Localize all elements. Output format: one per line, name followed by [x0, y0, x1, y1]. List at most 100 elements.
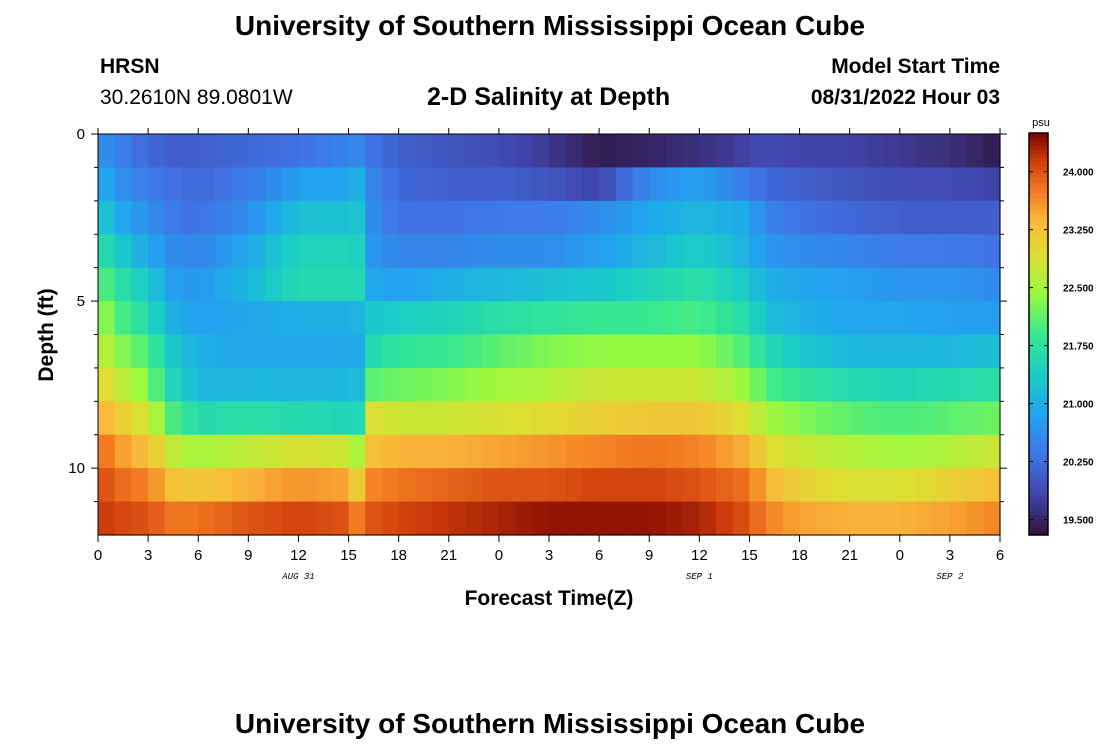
heatmap-cell	[448, 468, 467, 503]
heatmap-cell	[933, 501, 951, 536]
heatmap-cell	[649, 367, 667, 402]
heatmap-cell	[131, 367, 149, 402]
heatmap-cell	[582, 234, 600, 269]
heatmap-cell	[782, 501, 801, 536]
heatmap-cell	[899, 501, 918, 536]
heatmap-cell	[415, 468, 433, 503]
heatmap-cell	[198, 301, 216, 336]
heatmap-cell	[682, 468, 700, 503]
heatmap-cell	[148, 267, 166, 302]
heatmap-cell	[131, 434, 149, 469]
heatmap-cell	[465, 334, 483, 369]
heatmap-cell	[448, 134, 467, 169]
heatmap-cell	[181, 234, 199, 269]
model-start-label: Model Start Time	[831, 55, 1000, 78]
heatmap-cell	[749, 200, 767, 235]
colorbar-swatch	[1029, 406, 1048, 411]
heatmap-cell	[649, 334, 667, 369]
colorbar-swatch	[1029, 426, 1048, 431]
heatmap-cell	[832, 434, 851, 469]
heatmap-cell	[331, 367, 350, 402]
heatmap-cell	[148, 401, 166, 436]
heatmap-cell	[599, 267, 617, 302]
heatmap-cell	[899, 434, 918, 469]
heatmap-cell	[265, 267, 283, 302]
heatmap-cell	[448, 434, 467, 469]
heatmap-cell	[632, 200, 650, 235]
heatmap-cell	[699, 401, 717, 436]
heatmap-cell	[916, 501, 934, 536]
heatmap-cell	[214, 367, 233, 402]
heatmap-cell	[532, 134, 550, 169]
heatmap-cell	[883, 468, 901, 503]
heatmap-cell	[615, 468, 634, 503]
heatmap-cell	[799, 267, 817, 302]
heatmap-cell	[699, 200, 717, 235]
heatmap-cell	[131, 167, 149, 202]
heatmap-cell	[716, 234, 734, 269]
heatmap-cell	[949, 434, 968, 469]
heatmap-cell	[682, 301, 700, 336]
heatmap-cell	[164, 301, 183, 336]
heatmap-cell	[549, 334, 567, 369]
heatmap-cell	[281, 334, 300, 369]
heatmap-cell	[665, 167, 684, 202]
colorbar-swatch	[1029, 522, 1048, 528]
heatmap-cell	[148, 501, 166, 536]
heatmap-cell	[98, 501, 116, 536]
heatmap-cell	[549, 167, 567, 202]
heatmap-cell	[832, 234, 851, 269]
colorbar-swatch	[1029, 197, 1048, 202]
heatmap-cell	[949, 167, 968, 202]
heatmap-cell	[465, 301, 483, 336]
heatmap-cell	[465, 134, 483, 169]
heatmap-cell	[348, 401, 366, 436]
y-tick-label: 10	[68, 460, 85, 477]
heatmap-cell	[582, 301, 600, 336]
heatmap-cell	[782, 234, 801, 269]
heatmap-cell	[866, 501, 884, 536]
heatmap-cell	[699, 434, 717, 469]
heatmap-cell	[983, 501, 1001, 536]
heatmap-cell	[766, 200, 784, 235]
heatmap-cell	[782, 301, 801, 336]
colorbar-swatch	[1029, 317, 1048, 323]
heatmap-cell	[98, 401, 116, 436]
heatmap-cell	[265, 200, 283, 235]
heatmap-cell	[665, 234, 684, 269]
heatmap-cell	[448, 334, 467, 369]
heatmap-cell	[248, 167, 266, 202]
heatmap-cell	[398, 501, 416, 536]
heatmap-cell	[682, 200, 700, 235]
colorbar-swatch	[1029, 321, 1048, 327]
heatmap-cell	[632, 501, 650, 536]
heatmap-cell	[298, 301, 316, 336]
heatmap-cell	[348, 267, 366, 302]
heatmap-cell	[665, 267, 684, 302]
heatmap-cell	[866, 334, 884, 369]
heatmap-cell	[198, 334, 216, 369]
heatmap-cell	[265, 434, 283, 469]
heatmap-cell	[749, 367, 767, 402]
heatmap-cell	[348, 334, 366, 369]
heatmap-cell	[899, 301, 918, 336]
heatmap-cell	[582, 267, 600, 302]
heatmap-cell	[899, 234, 918, 269]
heatmap-cell	[148, 367, 166, 402]
heatmap-cell	[749, 434, 767, 469]
heatmap-cell	[799, 501, 817, 536]
heatmap-cells	[98, 134, 1001, 536]
heatmap-cell	[949, 301, 968, 336]
heatmap-cell	[832, 501, 851, 536]
heatmap-cell	[916, 401, 934, 436]
heatmap-cell	[315, 334, 333, 369]
heatmap-cell	[181, 367, 199, 402]
heatmap-cell	[365, 468, 383, 503]
heatmap-cell	[365, 200, 383, 235]
heatmap-cell	[348, 234, 366, 269]
heatmap-cell	[549, 434, 567, 469]
heatmap-cell	[131, 134, 149, 169]
heatmap-cell	[816, 301, 834, 336]
heatmap-cell	[532, 267, 550, 302]
